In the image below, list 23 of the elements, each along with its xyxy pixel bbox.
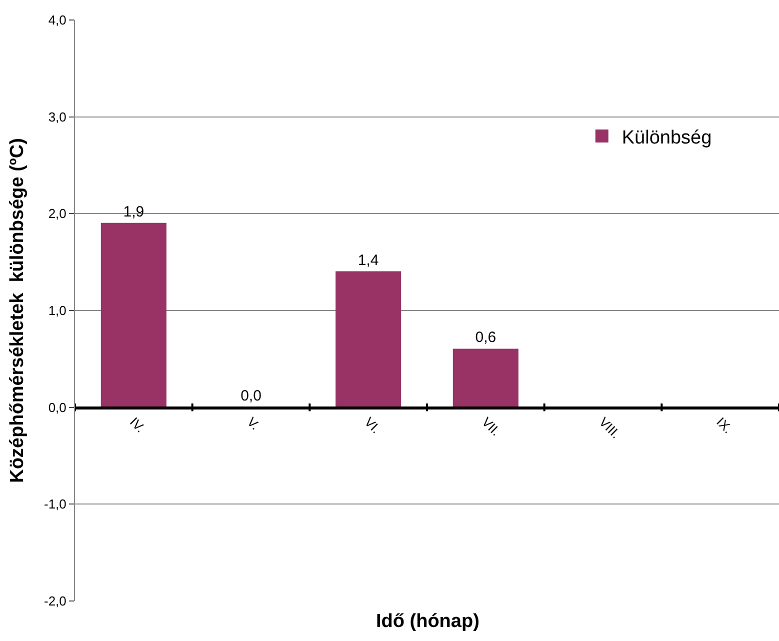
bar bbox=[452, 348, 518, 408]
legend-label: Különbség bbox=[622, 127, 712, 148]
x-tick-label: VII. bbox=[478, 414, 504, 439]
data-label: 0,6 bbox=[475, 329, 496, 346]
x-tick-label: IV. bbox=[126, 414, 148, 436]
y-tick-label: -1,0 bbox=[44, 496, 66, 512]
data-label: 1,4 bbox=[358, 252, 379, 269]
x-tick-label: IX. bbox=[714, 414, 736, 436]
bar bbox=[100, 222, 166, 408]
data-label: 0,0 bbox=[240, 387, 262, 404]
x-tick-label: VIII. bbox=[596, 414, 624, 442]
bar bbox=[336, 271, 402, 408]
x-axis-title: Idő (hónap) bbox=[376, 611, 480, 632]
y-axis-title: Középhőmérsékletek különbsége (ºC) bbox=[6, 138, 28, 483]
y-tick-label: 3,0 bbox=[48, 109, 66, 124]
y-tick-label: 1,0 bbox=[48, 303, 66, 318]
x-tick-label: VI. bbox=[362, 414, 384, 436]
y-tick-label: 2,0 bbox=[48, 206, 66, 222]
y-tick-label: 4,0 bbox=[48, 12, 66, 28]
y-tick-label: 0,0 bbox=[48, 400, 66, 415]
data-label: 1,9 bbox=[123, 203, 144, 220]
y-tick-label: -2,0 bbox=[44, 594, 66, 609]
x-tick-label: V. bbox=[244, 414, 263, 433]
